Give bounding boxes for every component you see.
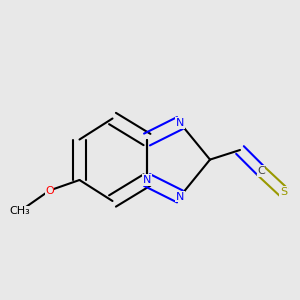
Text: N: N bbox=[143, 175, 151, 185]
Text: CH₃: CH₃ bbox=[9, 206, 30, 217]
Text: N: N bbox=[176, 191, 184, 202]
Text: C: C bbox=[257, 166, 265, 176]
Text: O: O bbox=[45, 185, 54, 196]
Text: S: S bbox=[280, 187, 287, 197]
Text: N: N bbox=[176, 118, 184, 128]
